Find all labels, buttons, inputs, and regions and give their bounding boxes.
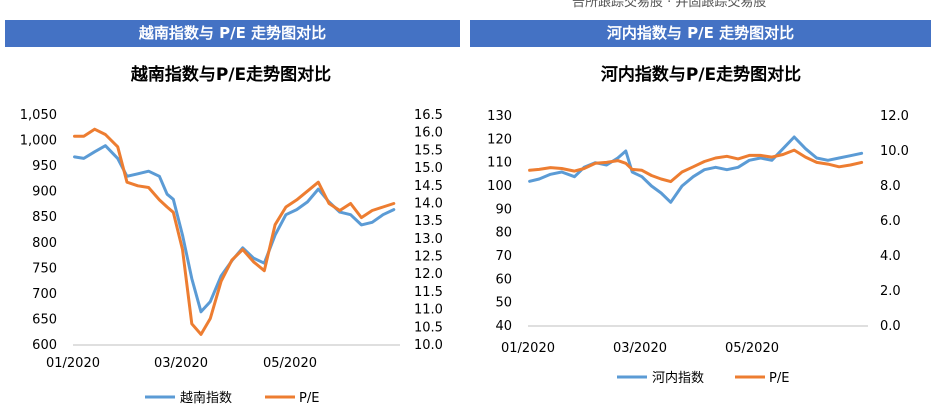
pe-series-line [73, 127, 396, 336]
legend-index-label: 河内指数 [652, 370, 704, 386]
left-y-tick-label: 60 [495, 272, 512, 287]
right-y-tick-label: 11.5 [414, 285, 443, 300]
top-strip: 告所跟踪交易股 · 并固跟踪交易股 [0, 0, 940, 20]
right-y-tick-label: 8.0 [880, 179, 901, 194]
left-y-tick-label: 900 [32, 185, 57, 200]
hnx-index-chart: 河内指数与P/E走势图对比 130 120 110 100 90 80 70 60 50 40 12.… [487, 64, 909, 386]
chart-title: 越南指数与P/E走势图对比 [130, 64, 331, 85]
x-tick-label: 01/2020 [46, 356, 100, 371]
left-section-header: 越南指数与 P/E 走势图对比 [5, 20, 460, 47]
right-y-tick-label: 12.5 [414, 250, 443, 265]
left-y-tick-label: 40 [495, 319, 512, 334]
right-y-tick-label: 4.0 [880, 249, 901, 264]
left-y-tick-label: 850 [32, 210, 57, 225]
right-y-tick-label: 12.0 [880, 109, 909, 124]
right-y-tick-label: 14.0 [414, 196, 443, 211]
x-tick-label: 03/2020 [154, 356, 208, 371]
left-y-tick-label: 800 [32, 236, 57, 251]
index-series-line [73, 144, 396, 314]
right-section-header: 河内指数与 P/E 走势图对比 [470, 20, 931, 47]
left-y-tick-label: 700 [32, 287, 57, 302]
right-y-tick-label: 13.0 [414, 232, 443, 247]
right-y-tick-label: 15.5 [414, 143, 443, 158]
chart-title: 河内指数与P/E走势图对比 [601, 64, 801, 85]
left-y-tick-label: 750 [32, 261, 57, 276]
right-y-tick-label: 15.0 [414, 161, 443, 176]
x-tick-label: 01/2020 [501, 341, 555, 356]
left-y-tick-label: 1,050 [20, 108, 57, 123]
x-tick-label: 05/2020 [263, 356, 317, 371]
right-y-tick-label: 14.5 [414, 179, 443, 194]
right-y-tick-label: 10.0 [414, 338, 443, 353]
x-tick-label: 03/2020 [613, 341, 667, 356]
legend-index-label: 越南指数 [180, 390, 232, 406]
x-tick-label: 05/2020 [725, 341, 779, 356]
left-y-tick-label: 90 [495, 202, 512, 217]
right-y-tick-label: 16.0 [414, 126, 443, 141]
left-y-tick-label: 130 [487, 109, 512, 124]
left-y-tick-label: 100 [487, 179, 512, 194]
pe-series-line [528, 148, 864, 184]
legend-pe-label: P/E [299, 391, 319, 406]
right-y-tick-label: 16.5 [414, 108, 443, 123]
left-y-tick-label: 70 [495, 249, 512, 264]
left-y-tick-label: 50 [495, 296, 512, 311]
left-y-tick-label: 600 [32, 338, 57, 353]
left-y-tick-label: 950 [32, 159, 57, 174]
left-y-tick-label: 1,000 [20, 134, 57, 149]
right-y-tick-label: 10.0 [880, 144, 909, 159]
legend-pe-label: P/E [769, 371, 789, 386]
left-y-tick-label: 110 [487, 156, 512, 171]
right-y-tick-label: 2.0 [880, 284, 901, 299]
vn-index-chart: 越南指数与P/E走势图对比 1,050 1,000 950 900 850 800 750 70… [20, 64, 443, 406]
right-y-tick-label: 10.5 [414, 320, 443, 335]
left-y-tick-label: 120 [487, 132, 512, 147]
right-y-tick-label: 12.0 [414, 267, 443, 282]
left-y-tick-label: 650 [32, 312, 57, 327]
left-y-tick-label: 80 [495, 226, 512, 241]
right-y-tick-label: 13.5 [414, 214, 443, 229]
right-y-tick-label: 6.0 [880, 214, 901, 229]
right-y-tick-label: 0.0 [880, 319, 901, 334]
top-cropped-text: 告所跟踪交易股 · 并固跟踪交易股 [572, 0, 767, 10]
right-y-tick-label: 11.0 [414, 303, 443, 318]
